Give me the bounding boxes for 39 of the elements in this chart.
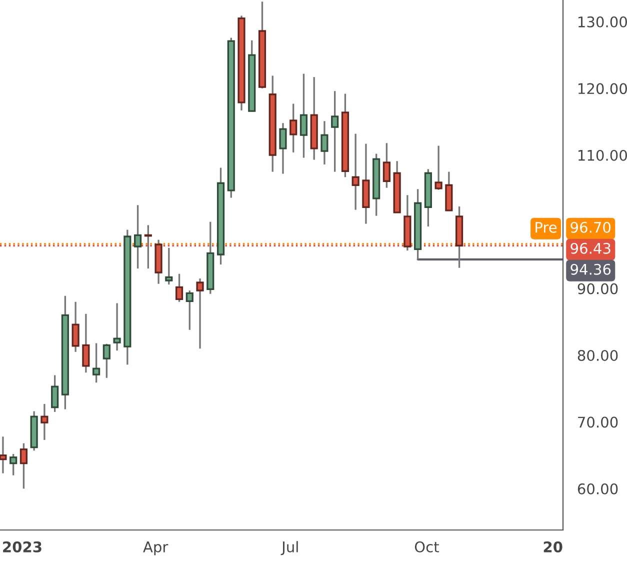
candlestick [113, 302, 121, 352]
candlestick [196, 278, 204, 350]
candlestick [134, 204, 142, 270]
y-tick-label: 60.00 [578, 483, 618, 494]
candlestick [186, 290, 194, 331]
y-tick-label: 130.00 [578, 16, 627, 28]
y-tick-label: 90.00 [578, 283, 618, 294]
ref-line-label: 96.43 [570, 242, 610, 254]
legend-label: 96.70 [570, 222, 611, 233]
candlestick [82, 313, 90, 374]
x-tick-label: 20 [544, 541, 562, 552]
x-tick-label: Jul [280, 541, 298, 556]
candlestick [279, 122, 287, 175]
candlestick [10, 453, 18, 476]
candlestick [0, 436, 7, 474]
candlestick [300, 72, 308, 159]
candlestick [20, 442, 28, 490]
y-tick-label: 70.00 [578, 416, 618, 428]
candlestick [352, 132, 360, 211]
candlestick [175, 273, 184, 303]
candlestick [434, 144, 442, 191]
candlestick [320, 120, 328, 166]
annotation: Pre [536, 222, 557, 233]
candlestick [290, 102, 298, 154]
y-tick-label: 80.00 [578, 350, 618, 361]
x-tick-label: Oct [414, 541, 439, 552]
y-tick-label: 120.00 [578, 83, 627, 94]
annotation: 94.36 [570, 264, 611, 275]
candlestick [51, 374, 59, 413]
candlestick [40, 403, 48, 441]
candlestick [165, 246, 173, 286]
x-tick-label: Apr [143, 542, 168, 556]
y-tick-label: 110.00 [578, 150, 627, 161]
candlestick [331, 90, 339, 173]
candlestick [72, 301, 80, 353]
candlestick [92, 342, 100, 384]
candlestick [382, 142, 390, 189]
x-tick-label: 2023 [3, 541, 42, 552]
candlestick [102, 343, 110, 379]
